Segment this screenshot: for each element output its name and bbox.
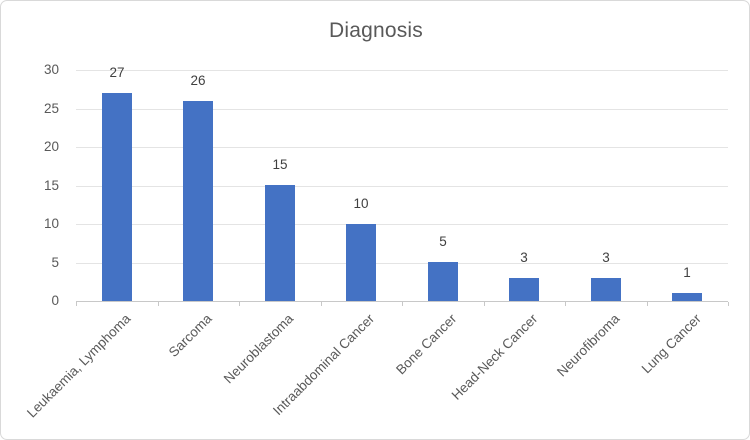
y-tick-label: 25	[43, 101, 59, 116]
bar-value-label: 15	[272, 157, 288, 172]
x-axis-tick	[484, 302, 485, 306]
x-category-label: Neuroblastoma	[221, 311, 297, 387]
bar	[183, 101, 213, 301]
y-gridline	[76, 224, 728, 225]
x-category-label: Sarcoma	[165, 311, 215, 360]
bar	[102, 93, 132, 301]
x-axis-line	[76, 301, 728, 302]
y-tick-label: 0	[51, 293, 59, 308]
y-tick-label: 5	[51, 255, 59, 270]
x-axis-tick	[647, 302, 648, 306]
x-axis-tick	[76, 302, 77, 306]
bar-value-label: 26	[190, 73, 206, 88]
bar-value-label: 3	[602, 250, 610, 265]
x-category-label: Head-Neck Cancer	[448, 311, 541, 403]
y-gridline	[76, 186, 728, 187]
bar	[265, 185, 295, 301]
y-tick-label: 30	[43, 62, 59, 77]
bar	[591, 278, 621, 301]
x-axis-tick	[239, 302, 240, 306]
y-gridline	[76, 70, 728, 71]
y-tick-label: 10	[43, 216, 59, 231]
bar	[346, 224, 376, 301]
y-gridline	[76, 263, 728, 264]
bar-value-label: 3	[520, 250, 528, 265]
bar-value-label: 1	[683, 265, 691, 280]
x-category-label: Lung Cancer	[638, 311, 704, 377]
bar	[428, 262, 458, 301]
bar-value-label: 27	[109, 65, 125, 80]
x-axis-tick	[728, 302, 729, 306]
y-tick-label: 15	[43, 178, 59, 193]
x-category-label: Neurofibroma	[554, 311, 623, 380]
x-axis-tick	[158, 302, 159, 306]
bar-value-label: 5	[439, 234, 447, 249]
y-gridline	[76, 109, 728, 110]
x-axis-tick	[321, 302, 322, 306]
bar	[509, 278, 539, 301]
x-category-label: Leukaemia, Lymphoma	[24, 311, 134, 421]
chart-title: Diagnosis	[328, 19, 423, 42]
x-axis-tick	[565, 302, 566, 306]
x-category-label: Bone Cancer	[393, 311, 460, 378]
y-tick-label: 20	[43, 139, 59, 154]
bar-value-label: 10	[353, 196, 369, 211]
bar	[672, 293, 702, 301]
x-axis-tick	[402, 302, 403, 306]
y-gridline	[76, 147, 728, 148]
